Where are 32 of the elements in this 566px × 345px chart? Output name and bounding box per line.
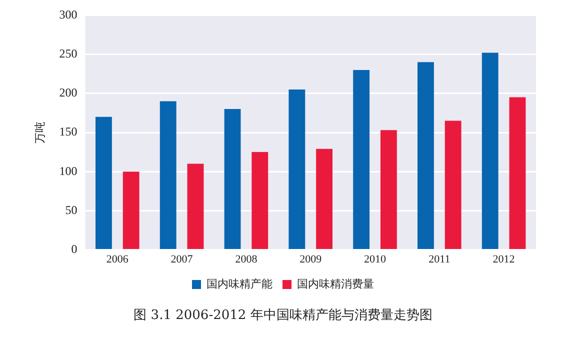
y-tick-label: 200 <box>59 86 78 100</box>
bar <box>482 52 498 250</box>
bar <box>252 152 268 250</box>
x-tick-label: 2011 <box>428 253 450 266</box>
x-tick-label: 2010 <box>364 253 386 266</box>
x-tick-label: 2008 <box>235 253 258 266</box>
caption: 图 3.1 2006-2012 年中国味精产能与消费量走势图 <box>132 307 434 324</box>
bar <box>380 130 397 250</box>
bar <box>122 172 140 250</box>
bar <box>509 97 526 250</box>
bar <box>288 89 306 250</box>
x-tick-label: 2007 <box>170 253 194 266</box>
x-tick-label: 2006 <box>106 253 129 266</box>
bar <box>224 109 241 250</box>
bar <box>96 116 112 250</box>
y-tick-label: 50 <box>65 202 78 217</box>
bar <box>418 62 434 250</box>
x-tick-label: 2009 <box>300 253 322 266</box>
y-tick-label: 0 <box>71 242 78 256</box>
bar <box>316 148 332 250</box>
bar <box>187 164 204 250</box>
legend-label: 国内味精产能 <box>206 278 272 291</box>
y-tick-label: 100 <box>59 164 78 178</box>
y-tick-label: 150 <box>59 124 78 139</box>
legend-label: 国内味精消费量 <box>297 278 374 291</box>
y-tick-label: 250 <box>59 46 78 60</box>
bar <box>444 120 462 250</box>
x-tick-label: 2012 <box>492 253 515 266</box>
bar <box>160 101 176 250</box>
y-tick-label: 300 <box>59 7 78 22</box>
bar <box>353 70 370 250</box>
y-axis-title: 万吨 <box>34 122 47 144</box>
